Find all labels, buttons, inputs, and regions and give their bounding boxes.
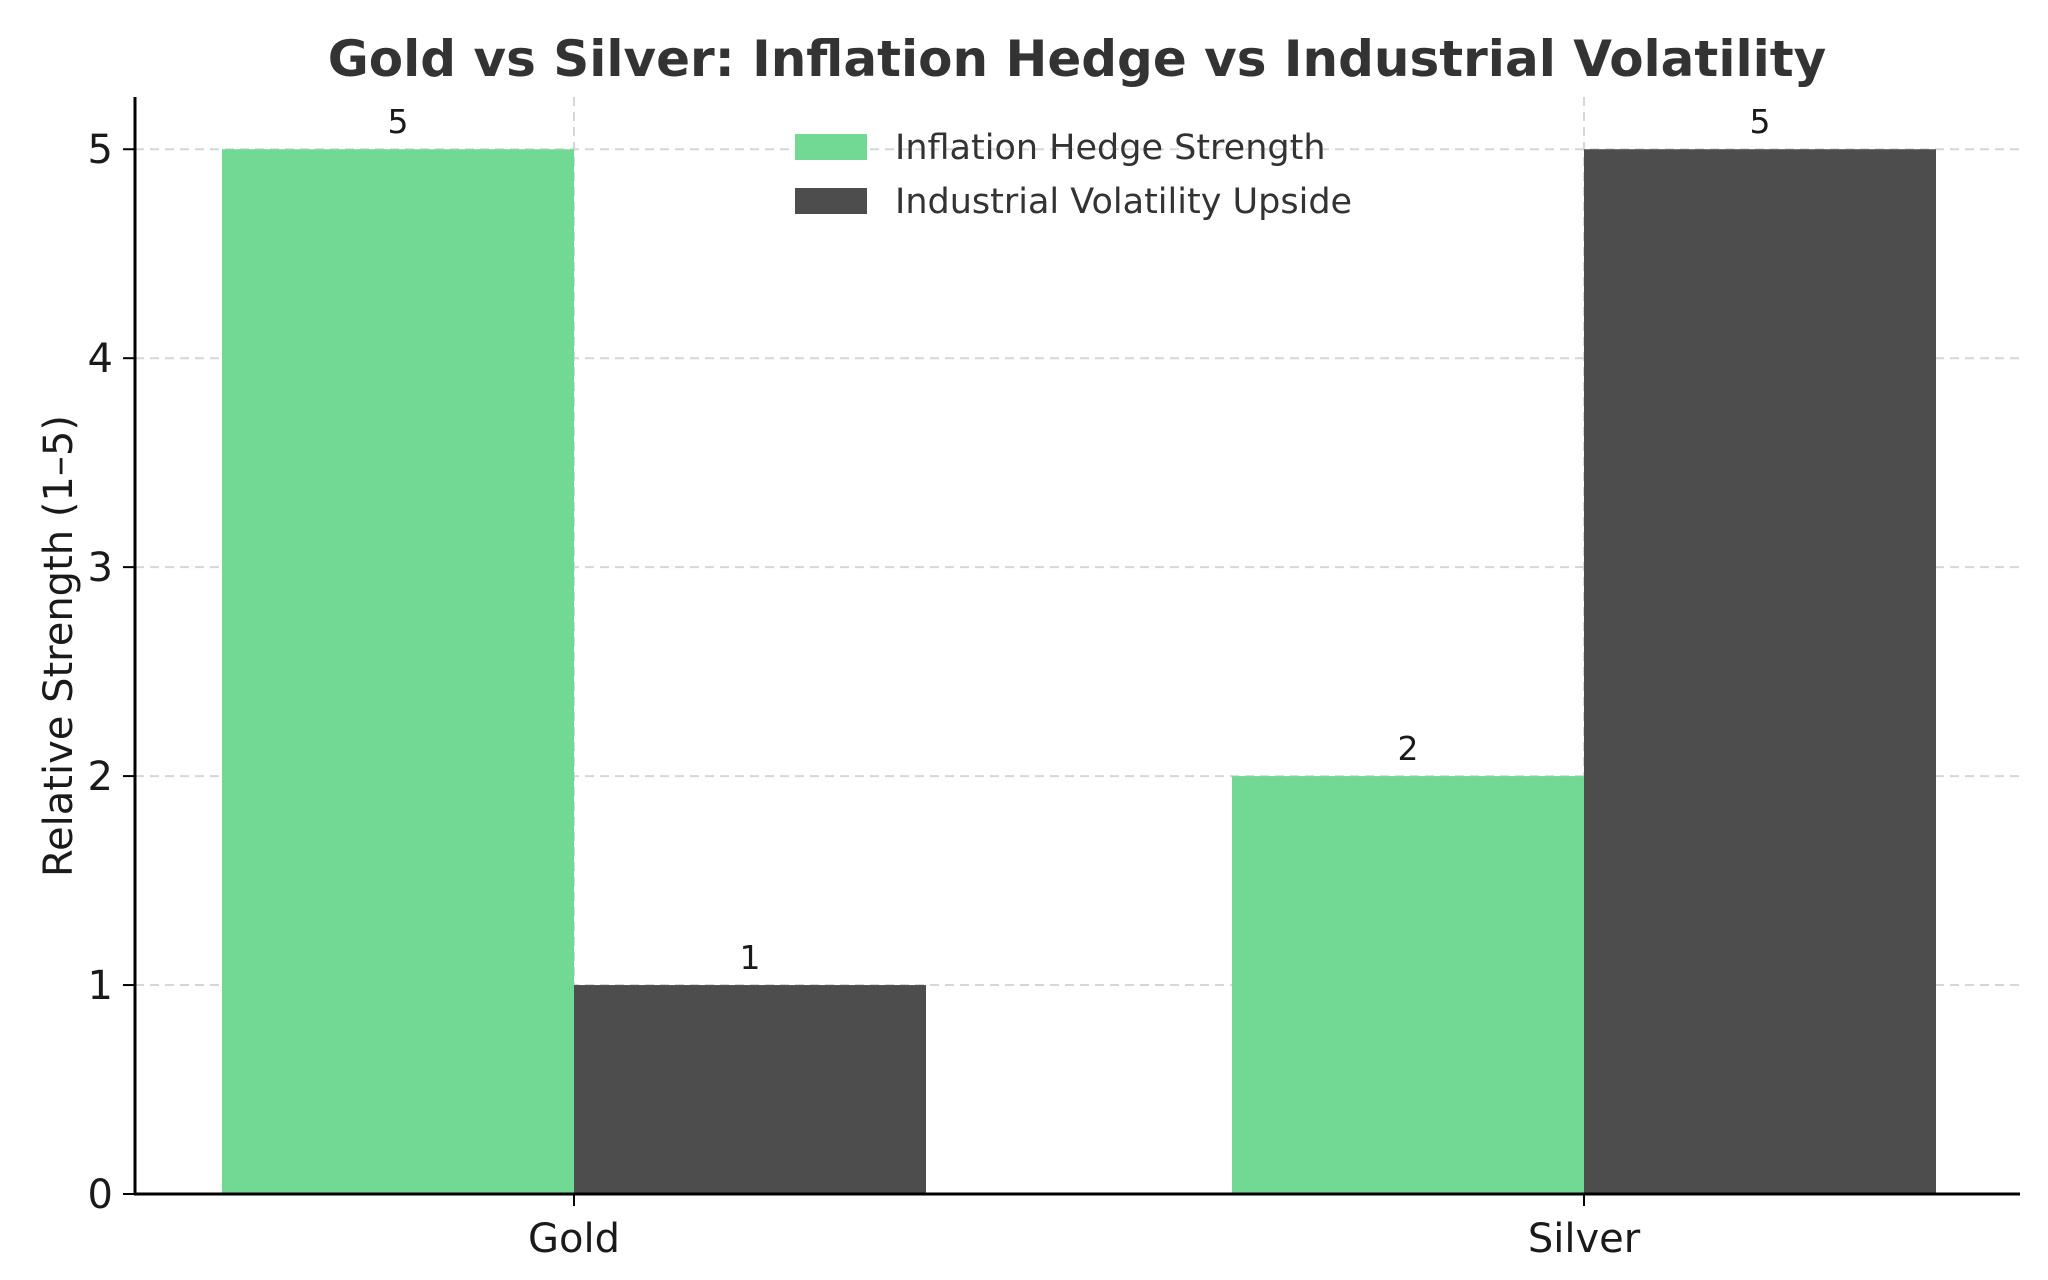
y-tick-label-2: 2: [88, 754, 113, 800]
y-axis-label: Relative Strength (1–5): [36, 415, 82, 877]
bar-industrial-volatility-upside-silver: [1584, 149, 1936, 1195]
data-label-gold-0: 5: [388, 102, 409, 141]
bar-inflation-hedge-strength-silver: [1232, 776, 1584, 1194]
axes-layer: [123, 97, 2020, 1206]
x-tick-label-silver: Silver: [1528, 1216, 1641, 1262]
labels-layer: 5 2 1 5 0 1 2 3 4 5 Gold Silver: [88, 102, 1771, 1262]
y-tick-label-5: 5: [88, 127, 113, 173]
bar-inflation-hedge-strength-gold: [222, 149, 574, 1195]
y-tick-label-3: 3: [88, 545, 113, 591]
y-tick-label-4: 4: [88, 336, 113, 382]
chart-title: Gold vs Silver: Inflation Hedge vs Indus…: [328, 30, 1827, 88]
data-label-silver-1: 5: [1750, 102, 1771, 141]
legend-label-industrial-volatility: Industrial Volatility Upside: [895, 182, 1352, 222]
x-tick-label-gold: Gold: [528, 1216, 620, 1262]
bars-layer: [222, 149, 1936, 1195]
data-label-silver-0: 2: [1398, 729, 1419, 768]
bar-industrial-volatility-upside-gold: [574, 985, 926, 1194]
y-tick-label-1: 1: [88, 963, 113, 1009]
y-tick-label-0: 0: [88, 1172, 113, 1218]
data-label-gold-1: 1: [740, 938, 761, 977]
legend-swatch-inflation-hedge: [795, 134, 867, 160]
legend: Inflation Hedge Strength Industrial Vola…: [795, 128, 1352, 222]
legend-label-inflation-hedge: Inflation Hedge Strength: [895, 128, 1326, 168]
legend-swatch-industrial-volatility: [795, 188, 867, 214]
